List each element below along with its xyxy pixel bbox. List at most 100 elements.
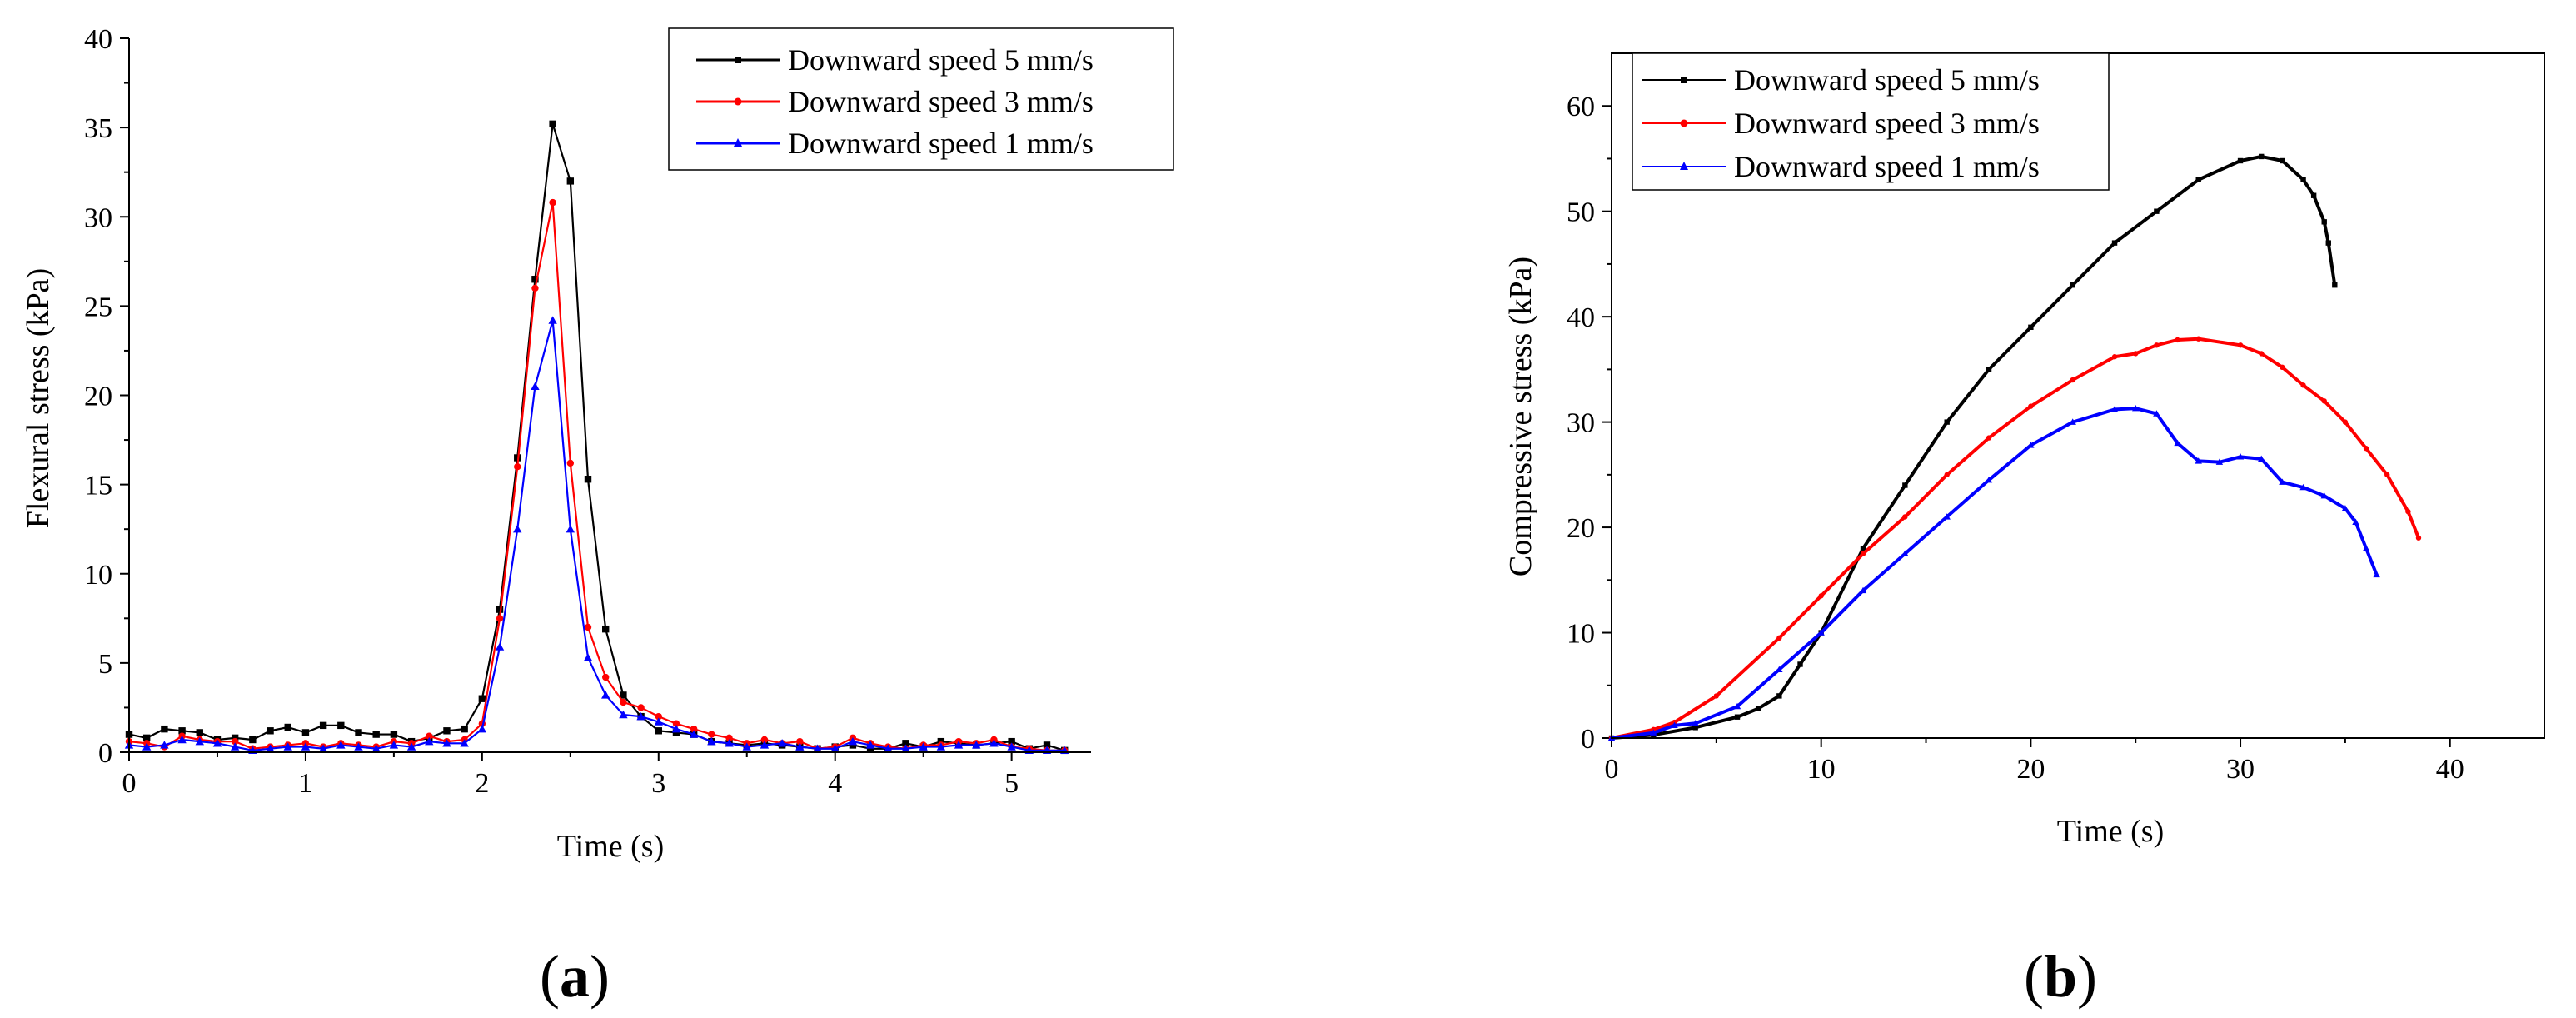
- chart-a-data-point-1mm: [830, 744, 840, 752]
- chart-b-data-point-1mm: [2279, 478, 2286, 485]
- chart-a-data-point-1mm: [689, 730, 699, 738]
- chart-a-data-point-1mm: [442, 739, 451, 747]
- chart-a-legend-label-3mm: Downward speed 3 mm/s: [788, 85, 1094, 118]
- chart-a-legend-box: [668, 27, 1174, 171]
- chart-a-data-point-1mm: [954, 741, 964, 749]
- chart-b-data-point-3mm: [2342, 419, 2349, 425]
- chart-b-data-point-3mm: [1818, 593, 1824, 599]
- chart-a-data-point-3mm: [231, 737, 239, 746]
- chart-b-data-point-1mm: [2215, 458, 2224, 465]
- chart-a-ytick-label: 25: [84, 292, 112, 322]
- chart-b-data-point-5mm: [2028, 324, 2034, 330]
- chart-b-data-point-1mm: [2236, 453, 2245, 460]
- chart-panel-b: 0 10 20 30 40 0 10 20 30 40 50 60 Time (s) Compress…: [1503, 52, 2545, 1010]
- chart-b-ytick-label: 60: [1567, 92, 1595, 122]
- chart-a-data-point-1mm: [371, 744, 381, 752]
- chart-a-data-point-1mm: [389, 741, 399, 749]
- chart-a-series-line-3mm: [128, 202, 1065, 751]
- chart-a-data-point-1mm: [742, 742, 751, 751]
- chart-b-data-point-3mm: [2300, 382, 2306, 388]
- chart-b-data-point-1mm: [1817, 629, 1825, 636]
- chart-a-data-point-1mm: [760, 741, 770, 749]
- panel-label-b-close: ): [2077, 943, 2097, 1010]
- chart-a-data-point-5mm: [672, 729, 680, 736]
- chart-a-xtick-label: 1: [298, 768, 312, 799]
- chart-a-legend-item-3mm: Downward speed 3 mm/s: [696, 85, 1094, 118]
- chart-a-data-point-1mm: [972, 741, 981, 749]
- chart-b-data-point-5mm: [2070, 282, 2075, 288]
- chart-a-legend-marker-3mm: [734, 97, 742, 106]
- chart-a-data-point-5mm: [372, 731, 380, 738]
- chart-b-xlabel: Time (s): [2057, 814, 2164, 849]
- chart-a-data-point-5mm: [531, 276, 539, 283]
- chart-b-ytick-label: 30: [1567, 408, 1595, 439]
- chart-a-data-point-1mm: [230, 742, 240, 751]
- chart-a-data-point-5mm: [584, 475, 592, 483]
- chart-b-data-point-1mm: [1943, 513, 1951, 520]
- chart-a-data-point-1mm: [777, 739, 787, 747]
- chart-b-data-point-1mm: [2195, 457, 2202, 464]
- chart-b-data-point-3mm: [2028, 403, 2034, 409]
- chart-b-data-point-3mm: [2111, 354, 2118, 360]
- chart-a-data-point-3mm: [602, 673, 610, 681]
- chart-b-series: [1607, 153, 2422, 741]
- chart-a-data-point-5mm: [620, 691, 627, 699]
- chart-b-data-point-1mm: [1650, 729, 1657, 736]
- chart-a-data-point-1mm: [795, 742, 805, 751]
- chart-b-data-point-1mm: [1859, 586, 1867, 594]
- chart-a-data-point-5mm: [161, 725, 168, 733]
- chart-b-ylabel: Compressive stress (kPa): [1503, 257, 1538, 576]
- chart-b-data-point-1mm: [1901, 550, 1909, 556]
- chart-a-ticks: 0 1 2 3 4 5 0 5 10 15 20 25 30 35 40: [84, 24, 1019, 799]
- chart-a-data-point-5mm: [301, 729, 310, 736]
- chart-a-data-point-5mm: [1008, 737, 1015, 746]
- chart-b-ytick-label: 0: [1581, 724, 1595, 755]
- chart-a-data-point-1mm: [619, 710, 628, 719]
- chart-a-ytick-label: 35: [84, 113, 112, 144]
- chart-a-data-point-5mm: [602, 625, 610, 633]
- chart-b-ytick-label: 50: [1567, 197, 1595, 228]
- chart-a-data-point-1mm: [142, 742, 152, 751]
- chart-a-data-point-1mm: [989, 739, 999, 747]
- chart-b-data-point-1mm: [1776, 666, 1783, 672]
- chart-a-data-point-3mm: [672, 720, 680, 727]
- chart-b-data-point-5mm: [2321, 219, 2327, 225]
- chart-b-data-point-5mm: [2310, 192, 2317, 198]
- chart-a-data-point-5mm: [655, 727, 662, 735]
- chart-a-data-point-5mm: [178, 727, 186, 735]
- chart-a-data-point-1mm: [477, 724, 487, 733]
- chart-a-data-point-1mm: [671, 724, 681, 733]
- chart-b-data-point-5mm: [2332, 282, 2338, 288]
- chart-b-data-point-1mm: [2153, 410, 2160, 417]
- chart-a-data-point-5mm: [937, 737, 945, 746]
- chart-a-data-point-3mm: [796, 737, 804, 746]
- chart-b-data-point-1mm: [2110, 406, 2119, 412]
- chart-b-xtick-label: 10: [1807, 754, 1836, 785]
- chart-b-data-point-3mm: [2405, 508, 2411, 515]
- panel-label-a-close: ): [590, 943, 610, 1010]
- chart-b-data-point-3mm: [2384, 472, 2390, 478]
- chart-b-legend-item-1mm: Downward speed 1 mm/s: [1642, 150, 2040, 183]
- chart-b-xtick-label: 0: [1605, 754, 1619, 785]
- chart-a-data-point-3mm: [637, 704, 645, 711]
- chart-a-data-point-1mm: [707, 736, 716, 746]
- chart-a-data-point-1mm: [177, 735, 187, 744]
- chart-a-data-point-1mm: [936, 742, 946, 751]
- chart-a-data-point-1mm: [318, 744, 328, 752]
- chart-b-data-point-3mm: [2070, 377, 2075, 383]
- chart-b-series-line-1mm: [1611, 407, 2379, 740]
- chart-a-data-point-1mm: [548, 316, 557, 324]
- chart-b-data-point-1mm: [2069, 418, 2076, 425]
- chart-a-data-point-1mm: [848, 736, 858, 746]
- chart-b-data-point-5mm: [1755, 706, 1761, 711]
- chart-a-ytick-label: 20: [84, 382, 112, 412]
- chart-a-data-point-5mm: [443, 727, 451, 735]
- chart-a-data-point-1mm: [901, 744, 910, 752]
- chart-a-series-line-5mm: [128, 122, 1065, 751]
- chart-a-legend-label-5mm: Downward speed 5 mm/s: [788, 43, 1094, 77]
- chart-a-series-line-1mm: [128, 319, 1065, 751]
- chart-b-data-point-5mm: [1692, 725, 1698, 731]
- chart-b-data-point-5mm: [1986, 367, 1992, 372]
- chart-b-data-point-3mm: [2363, 446, 2369, 452]
- chart-a-data-point-3mm: [725, 734, 733, 742]
